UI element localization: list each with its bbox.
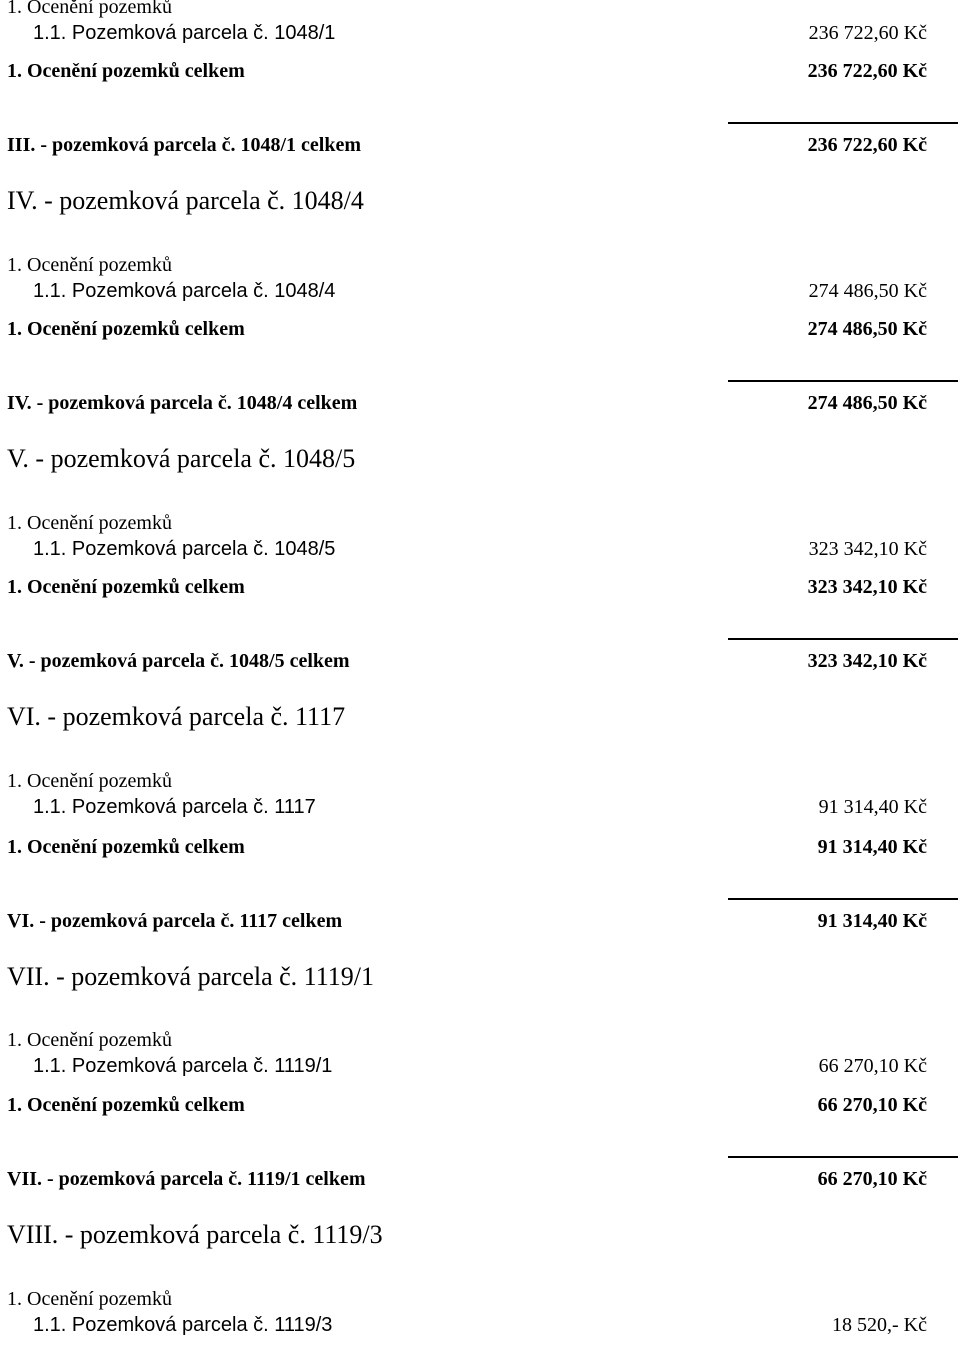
valuation-heading: 1. Ocenění pozemků [0, 770, 960, 800]
subtotal-label: 1. Ocenění pozemků celkem [7, 60, 245, 82]
subtotal-amount: 323 342,10 Kč [807, 576, 927, 598]
sum-rule [728, 380, 958, 382]
section-heading: VII. - pozemková parcela č. 1119/1 [0, 962, 960, 992]
sum-rule [728, 638, 958, 640]
section-heading: V. - pozemková parcela č. 1048/5 [0, 444, 960, 474]
item-amount: 236 722,60 Kč [808, 22, 927, 44]
item-label: 1.1. Pozemková parcela č. 1119/3 [33, 1314, 333, 1336]
subhead-label: 1. Ocenění pozemků [7, 512, 172, 534]
section-heading: VI. - pozemková parcela č. 1117 [0, 702, 960, 732]
subtotal-amount: 236 722,60 Kč [807, 60, 927, 82]
valuation-heading: 1. Ocenění pozemků [0, 0, 960, 26]
subtotal-label: 1. Ocenění pozemků celkem [7, 576, 245, 598]
section-heading: VIII. - pozemková parcela č. 1119/3 [0, 1220, 960, 1250]
section-label: IV. - pozemková parcela č. 1048/4 [7, 186, 364, 215]
valuation-subtotal-row: 1. Ocenění pozemků celkem 91 314,40 Kč [0, 836, 960, 866]
subhead-label: 1. Ocenění pozemků [7, 1029, 172, 1051]
valuation-heading: 1. Ocenění pozemků [0, 1029, 960, 1059]
valuation-subtotal-row: 1. Ocenění pozemků celkem 274 486,50 Kč [0, 318, 960, 348]
parcel-item-row: 1.1. Pozemková parcela č. 1117 91 314,40 … [0, 796, 960, 826]
item-label: 1.1. Pozemková parcela č. 1048/5 [33, 538, 336, 560]
item-amount: 66 270,10 Kč [818, 1055, 927, 1077]
total-label: III. - pozemková parcela č. 1048/1 celke… [7, 134, 362, 156]
parcel-item-row: 1.1. Pozemková parcela č. 1119/1 66 270,1… [0, 1055, 960, 1085]
valuation-subtotal-row: 1. Ocenění pozemků celkem 66 270,10 Kč [0, 1094, 960, 1124]
total-label: V. - pozemková parcela č. 1048/5 celkem [7, 650, 350, 672]
total-amount: 236 722,60 Kč [807, 134, 927, 156]
item-label: 1.1. Pozemková parcela č. 1117 [33, 796, 316, 818]
item-amount: 323 342,10 Kč [808, 538, 927, 560]
section-label: VI. - pozemková parcela č. 1117 [7, 702, 346, 731]
parcel-total-row: III. - pozemková parcela č. 1048/1 celke… [0, 134, 960, 164]
valuation-subtotal-row: 1. Ocenění pozemků celkem 323 342,10 Kč [0, 576, 960, 606]
subhead-label: 1. Ocenění pozemků [7, 770, 172, 792]
subtotal-label: 1. Ocenění pozemků celkem [7, 318, 245, 340]
parcel-total-row: V. - pozemková parcela č. 1048/5 celkem 3… [0, 650, 960, 680]
sum-rule [728, 122, 958, 124]
subtotal-label: 1. Ocenění pozemků celkem [7, 1094, 245, 1116]
item-label: 1.1. Pozemková parcela č. 1048/1 [33, 22, 336, 44]
item-amount: 18 520,- Kč [832, 1314, 927, 1336]
item-label: 1.1. Pozemková parcela č. 1119/1 [33, 1055, 333, 1077]
parcel-item-row: 1.1. Pozemková parcela č. 1048/5 323 342,… [0, 538, 960, 568]
valuation-heading: 1. Ocenění pozemků [0, 512, 960, 542]
sum-rule [728, 1156, 958, 1158]
item-label: 1.1. Pozemková parcela č. 1048/4 [33, 280, 336, 302]
parcel-item-row: 1.1. Pozemková parcela č. 1119/3 18 520,-… [0, 1314, 960, 1344]
total-amount: 91 314,40 Kč [817, 910, 927, 932]
total-amount: 66 270,10 Kč [817, 1168, 927, 1190]
section-heading: IV. - pozemková parcela č. 1048/4 [0, 186, 960, 216]
parcel-total-row: VI. - pozemková parcela č. 1117 celkem 91… [0, 910, 960, 940]
subtotal-label: 1. Ocenění pozemků celkem [7, 836, 245, 858]
subhead-label: 1. Ocenění pozemků [7, 1288, 172, 1310]
section-label: VII. - pozemková parcela č. 1119/1 [7, 962, 374, 991]
total-label: VII. - pozemková parcela č. 1119/1 celke… [7, 1168, 366, 1190]
item-amount: 91 314,40 Kč [818, 796, 927, 818]
parcel-total-row: IV. - pozemková parcela č. 1048/4 celkem… [0, 392, 960, 422]
subhead-label: 1. Ocenění pozemků [7, 0, 172, 18]
valuation-heading: 1. Ocenění pozemků [0, 254, 960, 284]
valuation-heading: 1. Ocenění pozemků [0, 1288, 960, 1318]
subtotal-amount: 91 314,40 Kč [817, 836, 927, 858]
subtotal-amount: 66 270,10 Kč [817, 1094, 927, 1116]
valuation-subtotal-row: 1. Ocenění pozemků celkem 236 722,60 Kč [0, 60, 960, 90]
parcel-item-row: 1.1. Pozemková parcela č. 1048/4 274 486,… [0, 280, 960, 310]
item-amount: 274 486,50 Kč [808, 280, 927, 302]
section-label: V. - pozemková parcela č. 1048/5 [7, 444, 356, 473]
parcel-item-row: 1.1. Pozemková parcela č. 1048/1 236 722,… [0, 22, 960, 52]
total-amount: 274 486,50 Kč [807, 392, 927, 414]
section-label: VIII. - pozemková parcela č. 1119/3 [7, 1220, 383, 1249]
parcel-total-row: VII. - pozemková parcela č. 1119/1 celke… [0, 1168, 960, 1198]
total-amount: 323 342,10 Kč [807, 650, 927, 672]
subhead-label: 1. Ocenění pozemků [7, 254, 172, 276]
total-label: VI. - pozemková parcela č. 1117 celkem [7, 910, 343, 932]
total-label: IV. - pozemková parcela č. 1048/4 celkem [7, 392, 358, 414]
subtotal-amount: 274 486,50 Kč [807, 318, 927, 340]
sum-rule [728, 898, 958, 900]
